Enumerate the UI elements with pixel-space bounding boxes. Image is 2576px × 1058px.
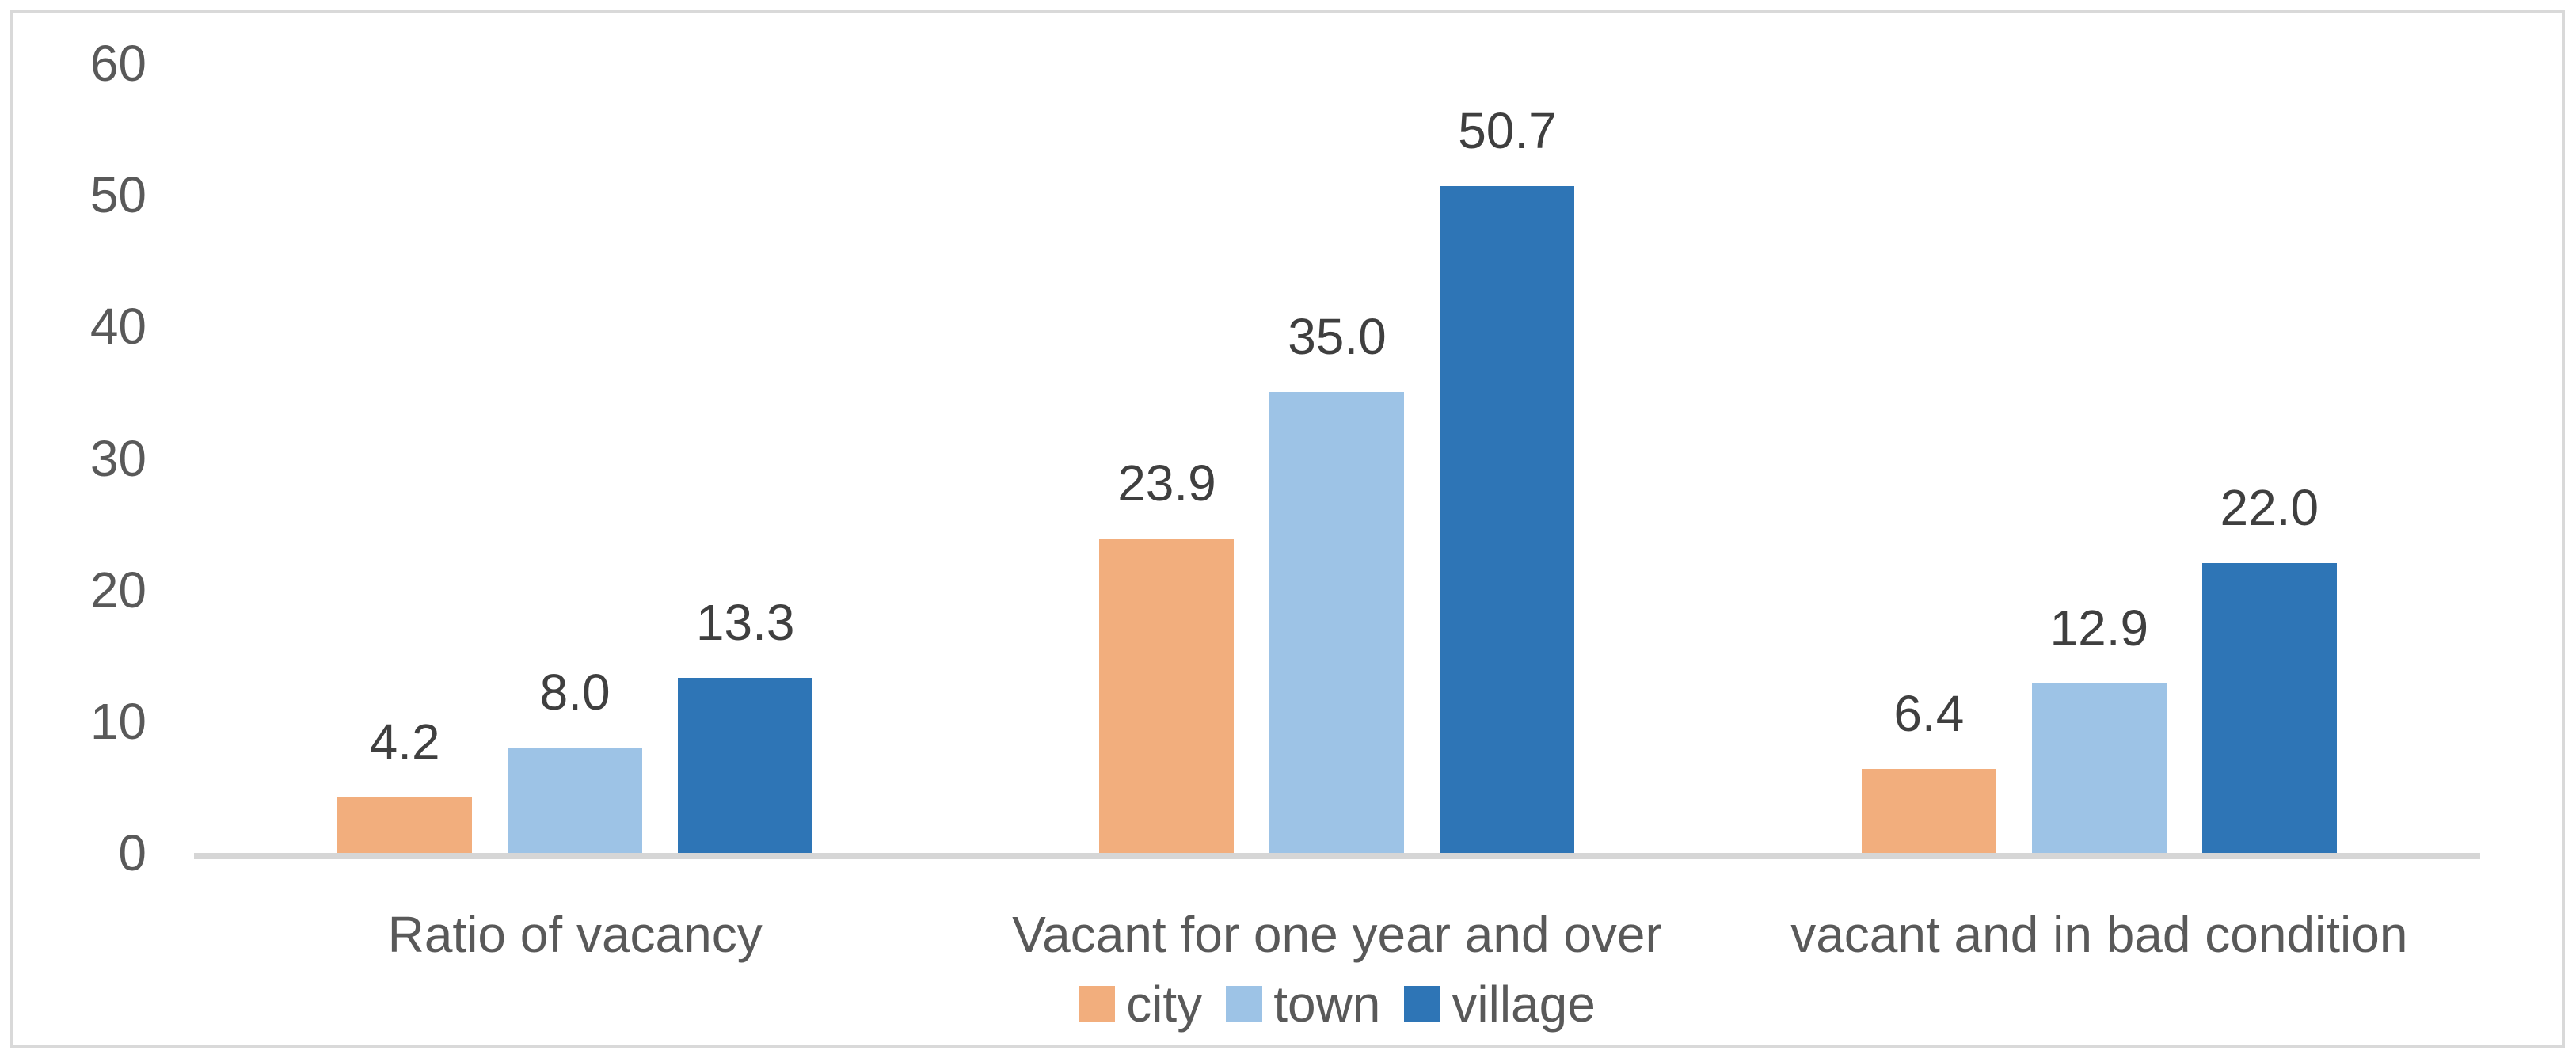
bar-value-label: 22.0 <box>2220 479 2319 537</box>
bar-unit-city: 4.2 <box>337 714 473 853</box>
category-group: 6.4 12.9 22.0 <box>1718 0 2480 853</box>
bar-value-label: 13.3 <box>695 594 795 651</box>
y-axis: 0 10 20 30 40 50 60 <box>0 0 146 1058</box>
bar-value-label: 23.9 <box>1117 454 1216 512</box>
y-tick-label: 60 <box>89 35 146 92</box>
category-label: vacant and in bad condition <box>1790 906 2408 963</box>
bar-town <box>2031 683 2167 853</box>
bar-value-label: 12.9 <box>2049 599 2149 656</box>
bar-value-label: 8.0 <box>539 664 611 721</box>
x-axis-category-labels: Ratio of vacancy Vacant for one year and … <box>194 903 2480 966</box>
legend-label: town <box>1273 976 1381 1033</box>
bar-city <box>1099 538 1235 853</box>
legend-item-town: town <box>1226 976 1380 1033</box>
y-tick-label: 0 <box>118 824 146 881</box>
legend-marker-village <box>1404 986 1441 1022</box>
legend-item-city: city <box>1079 976 1202 1033</box>
y-tick-label: 40 <box>89 298 146 356</box>
bar-value-label: 50.7 <box>1458 101 1557 159</box>
bar-value-label: 35.0 <box>1288 308 1387 366</box>
bar-town <box>508 748 643 853</box>
y-tick-label: 10 <box>89 692 146 750</box>
legend-label: city <box>1126 976 1203 1033</box>
bar-city <box>337 797 473 853</box>
bar-village <box>2201 563 2337 853</box>
bar-unit-city: 6.4 <box>1861 684 1996 853</box>
bar-value-label: 4.2 <box>369 714 440 771</box>
y-tick-label: 50 <box>89 166 146 224</box>
legend-marker-town <box>1226 986 1263 1022</box>
bar-city <box>1861 768 1996 853</box>
y-tick-label: 30 <box>89 429 146 487</box>
bar-unit-town: 35.0 <box>1269 308 1405 853</box>
y-tick-label: 20 <box>89 561 146 618</box>
bar-unit-town: 12.9 <box>2031 599 2167 853</box>
category-group: 23.9 35.0 50.7 <box>956 0 1718 853</box>
legend-item-village: village <box>1404 976 1596 1033</box>
legend-marker-city <box>1079 986 1116 1022</box>
category-label: Ratio of vacancy <box>387 906 763 963</box>
category-group: 4.2 8.0 13.3 <box>194 0 956 853</box>
bar-unit-village: 22.0 <box>2201 479 2337 853</box>
x-axis-line <box>194 853 2480 859</box>
legend: city town village <box>194 976 2480 1033</box>
bar-value-label: 6.4 <box>1893 684 1965 742</box>
plot-area: 4.2 8.0 13.3 23.9 35.0 50.7 6.4 12.9 22.0 <box>194 0 2480 853</box>
bar-unit-town: 8.0 <box>508 664 643 853</box>
bar-village <box>678 678 813 853</box>
legend-label: village <box>1452 976 1596 1033</box>
bar-unit-village: 13.3 <box>678 594 813 853</box>
bar-unit-village: 50.7 <box>1440 101 1575 853</box>
category-label: Vacant for one year and over <box>1012 906 1662 963</box>
bar-unit-city: 23.9 <box>1099 454 1235 853</box>
bar-village <box>1440 185 1575 853</box>
bar-town <box>1269 392 1405 853</box>
